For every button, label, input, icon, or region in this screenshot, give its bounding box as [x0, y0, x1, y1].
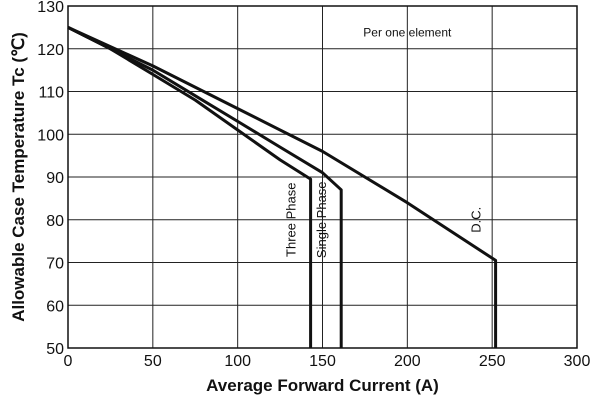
x-tick-label: 200 — [394, 353, 421, 370]
x-axis-title: Average Forward Current (A) — [206, 376, 439, 395]
x-tick-label: 300 — [564, 353, 591, 370]
x-tick-labels: 0 50 100 150 200 250 300 — [64, 353, 591, 370]
series-line-single-phase — [67, 26, 343, 348]
y-tick-label: 80 — [46, 213, 64, 230]
y-tick-label: 60 — [46, 298, 64, 315]
series-label-three-phase: Three Phase — [284, 183, 299, 257]
curves — [67, 26, 498, 348]
y-tick-label: 110 — [38, 85, 64, 102]
y-tick-label: 120 — [37, 42, 64, 59]
plot-frame — [67, 5, 578, 349]
y-tick-labels: 50 60 70 80 90 100 110 120 130 — [37, 0, 64, 358]
y-tick-label: 130 — [37, 0, 64, 16]
x-tick-label: 100 — [224, 353, 251, 370]
x-tick-label: 150 — [309, 353, 336, 370]
y-tick-label: 70 — [46, 256, 64, 273]
curve-labels: Three Phase Single Phase D.C. — [284, 181, 484, 258]
y-tick-label: 90 — [46, 170, 64, 187]
series-line-three-phase — [67, 26, 313, 348]
series-label-single-phase: Single Phase — [314, 181, 329, 258]
y-tick-label: 100 — [37, 127, 64, 144]
y-axis-title: Allowable Case Temperature Tc (℃) — [9, 32, 28, 322]
annotation-per-one-element: Per one element — [363, 26, 452, 40]
x-tick-label: 250 — [479, 353, 506, 370]
x-tick-label: 0 — [64, 353, 73, 370]
grid — [67, 5, 578, 349]
x-tick-label: 50 — [144, 353, 162, 370]
y-tick-label: 50 — [46, 341, 64, 358]
series-label-d-c: D.C. — [469, 207, 484, 233]
series-line-d-c — [67, 26, 498, 348]
